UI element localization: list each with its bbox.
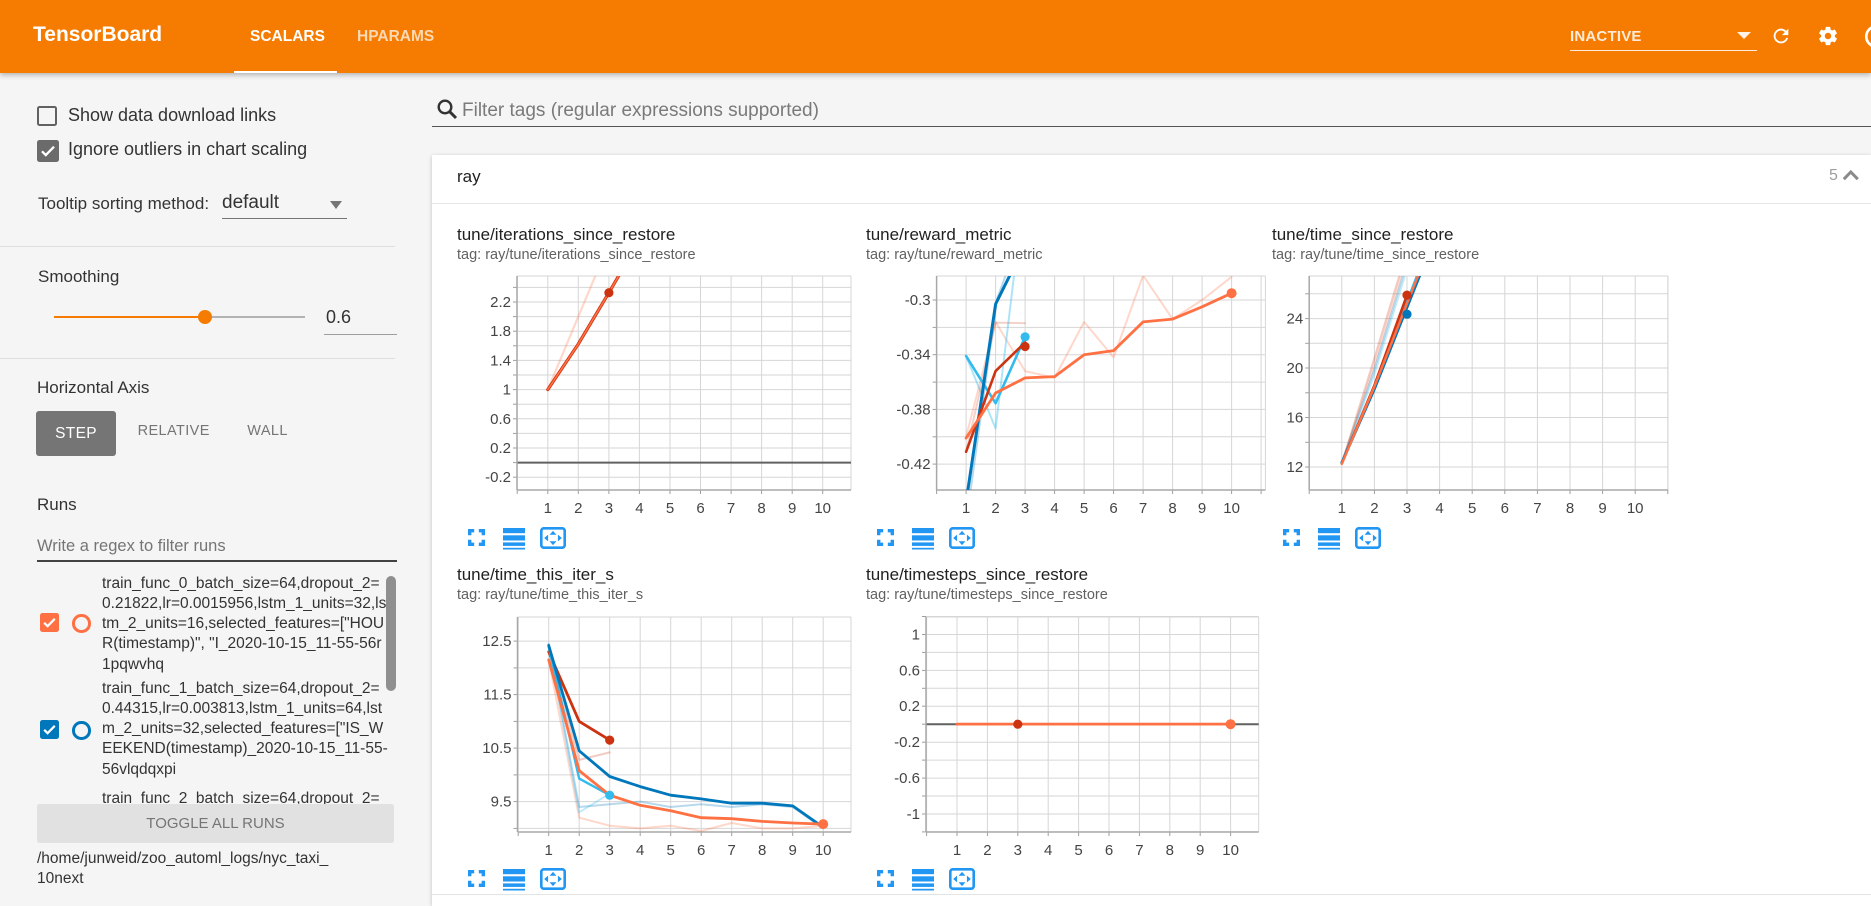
svg-text:1: 1 xyxy=(545,842,553,859)
svg-text:1: 1 xyxy=(503,382,511,399)
svg-text:2: 2 xyxy=(991,500,999,517)
svg-text:10: 10 xyxy=(815,842,832,859)
svg-text:5: 5 xyxy=(1080,500,1088,517)
svg-text:9.5: 9.5 xyxy=(491,794,512,811)
svg-text:3: 3 xyxy=(606,842,614,859)
svg-text:6: 6 xyxy=(1109,500,1117,517)
svg-text:10: 10 xyxy=(1223,500,1240,517)
svg-text:10: 10 xyxy=(1222,842,1239,859)
svg-text:3: 3 xyxy=(1021,500,1029,517)
svg-text:5: 5 xyxy=(1468,500,1476,517)
svg-text:-0.38: -0.38 xyxy=(896,401,930,418)
svg-text:8: 8 xyxy=(757,500,765,517)
svg-text:0.2: 0.2 xyxy=(899,698,920,715)
svg-text:0.2: 0.2 xyxy=(490,440,511,457)
svg-text:10: 10 xyxy=(1627,500,1644,517)
svg-text:8: 8 xyxy=(758,842,766,859)
svg-text:9: 9 xyxy=(789,842,797,859)
svg-text:16: 16 xyxy=(1287,410,1304,427)
svg-text:4: 4 xyxy=(1044,842,1052,859)
svg-text:6: 6 xyxy=(696,500,704,517)
svg-text:2: 2 xyxy=(575,842,583,859)
svg-text:4: 4 xyxy=(1050,500,1058,517)
svg-text:10: 10 xyxy=(814,500,831,517)
svg-text:20: 20 xyxy=(1287,360,1304,377)
svg-text:8: 8 xyxy=(1168,500,1176,517)
svg-text:7: 7 xyxy=(727,500,735,517)
svg-text:1: 1 xyxy=(962,500,970,517)
svg-text:5: 5 xyxy=(666,500,674,517)
svg-text:1: 1 xyxy=(544,500,552,517)
svg-text:2: 2 xyxy=(574,500,582,517)
svg-text:7: 7 xyxy=(728,842,736,859)
svg-text:-0.42: -0.42 xyxy=(896,456,930,473)
svg-text:24: 24 xyxy=(1287,311,1304,328)
svg-text:12: 12 xyxy=(1287,459,1304,476)
svg-text:-1: -1 xyxy=(907,806,920,823)
svg-text:1.8: 1.8 xyxy=(490,323,511,340)
svg-text:7: 7 xyxy=(1135,842,1143,859)
svg-text:-0.2: -0.2 xyxy=(894,734,920,751)
svg-text:4: 4 xyxy=(635,500,643,517)
svg-text:1: 1 xyxy=(953,842,961,859)
svg-text:3: 3 xyxy=(605,500,613,517)
svg-text:5: 5 xyxy=(1074,842,1082,859)
svg-text:6: 6 xyxy=(697,842,705,859)
svg-text:-0.3: -0.3 xyxy=(905,292,931,309)
svg-text:12.5: 12.5 xyxy=(482,633,511,650)
svg-text:9: 9 xyxy=(1196,842,1204,859)
svg-text:5: 5 xyxy=(667,842,675,859)
svg-text:4: 4 xyxy=(1435,500,1443,517)
svg-text:2: 2 xyxy=(983,842,991,859)
svg-text:2.2: 2.2 xyxy=(490,294,511,311)
svg-text:3: 3 xyxy=(1014,842,1022,859)
svg-text:8: 8 xyxy=(1166,842,1174,859)
svg-text:1.4: 1.4 xyxy=(490,352,511,369)
svg-text:4: 4 xyxy=(636,842,644,859)
svg-text:11.5: 11.5 xyxy=(483,687,511,704)
svg-text:9: 9 xyxy=(1198,500,1206,517)
svg-text:-0.6: -0.6 xyxy=(894,770,920,787)
svg-text:9: 9 xyxy=(1598,500,1606,517)
svg-text:7: 7 xyxy=(1139,500,1147,517)
svg-text:3: 3 xyxy=(1403,500,1411,517)
svg-text:1: 1 xyxy=(912,627,920,644)
svg-text:-0.34: -0.34 xyxy=(896,347,930,364)
svg-text:6: 6 xyxy=(1501,500,1509,517)
svg-text:-0.2: -0.2 xyxy=(485,469,511,486)
svg-text:0.6: 0.6 xyxy=(899,662,920,679)
svg-text:6: 6 xyxy=(1105,842,1113,859)
svg-text:8: 8 xyxy=(1566,500,1574,517)
svg-text:10.5: 10.5 xyxy=(482,740,511,757)
svg-text:1: 1 xyxy=(1338,500,1346,517)
svg-text:2: 2 xyxy=(1370,500,1378,517)
svg-text:9: 9 xyxy=(788,500,796,517)
svg-text:7: 7 xyxy=(1533,500,1541,517)
svg-text:0.6: 0.6 xyxy=(490,411,511,428)
